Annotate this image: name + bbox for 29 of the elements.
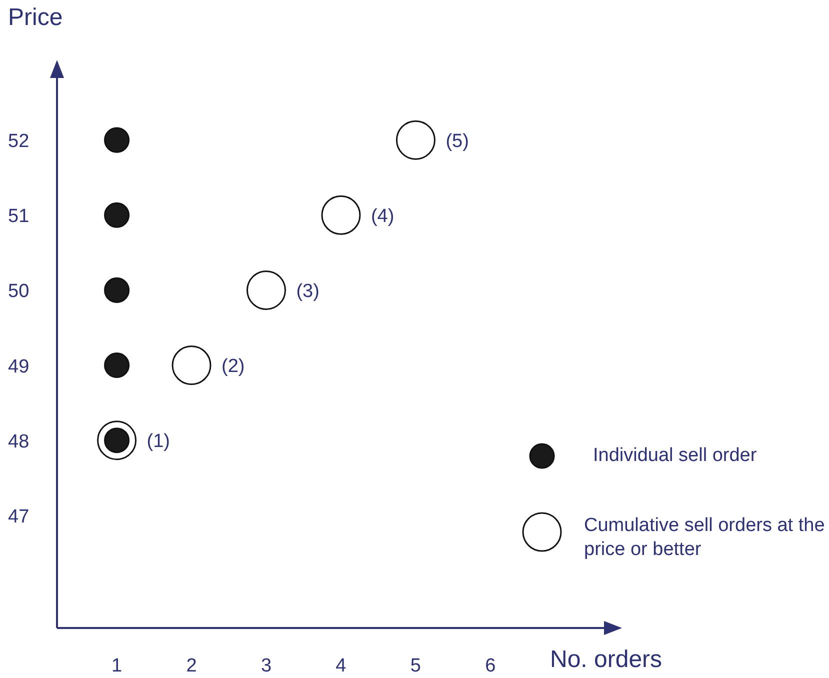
annotation: (4) — [370, 206, 394, 227]
x-tick-label: 6 — [485, 655, 496, 676]
y-tick-label: 48 — [8, 431, 30, 452]
y-tick-label: 49 — [8, 356, 30, 378]
y-tick-label: 50 — [8, 281, 30, 302]
x-tick-label: 1 — [111, 655, 122, 676]
legend-label: Individual sell order — [593, 444, 758, 468]
y-tick-label: 52 — [8, 131, 30, 152]
legend-label: Cumulative sell orders at the price or better — [584, 514, 826, 562]
x-tick-label: 3 — [260, 655, 272, 676]
x-tick-label: 4 — [336, 655, 347, 676]
x-axis-title: No. orders — [550, 646, 662, 674]
annotation: (5) — [446, 130, 469, 152]
y-tick-label: 51 — [8, 206, 30, 228]
x-tick-label: 5 — [410, 655, 421, 676]
point — [104, 202, 130, 228]
y-tick-label: 47 — [8, 506, 30, 528]
point — [172, 346, 212, 386]
annotation: (3) — [296, 280, 320, 302]
point — [321, 195, 361, 235]
point — [104, 277, 130, 303]
y-axis-title: Price — [8, 4, 63, 32]
point — [396, 120, 436, 160]
x-tick-label: 2 — [186, 655, 197, 676]
point — [104, 127, 130, 153]
point — [104, 352, 130, 378]
annotation: (1) — [146, 431, 170, 452]
annotation: (2) — [222, 356, 245, 378]
point — [246, 270, 286, 310]
